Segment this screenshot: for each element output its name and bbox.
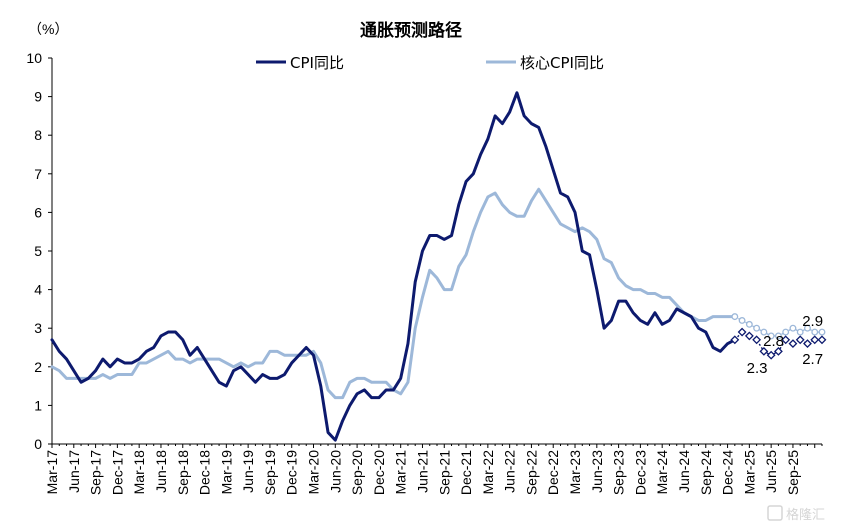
- x-tick-label: Sep-23: [611, 450, 627, 495]
- cpi-forecast-marker: [795, 335, 805, 345]
- core-cpi-forecast-marker: [745, 320, 753, 328]
- series-lines: [50, 91, 822, 442]
- x-tick-label: Jun-22: [502, 450, 518, 493]
- cpi-forecast-marker: [766, 350, 776, 360]
- y-tick-label: 9: [34, 89, 42, 105]
- y-axis-unit-label: （%）: [28, 21, 68, 37]
- core-cpi-forecast-marker: [818, 328, 826, 336]
- core-cpi-forecast-marker: [811, 328, 819, 336]
- x-tick-label: Jun-19: [240, 450, 256, 493]
- core-cpi-series-line: [50, 187, 737, 400]
- legend-label-core-cpi: 核心CPI同比: [520, 54, 604, 72]
- x-tick-label: Jun-21: [414, 450, 430, 493]
- annotation-label: 2.9: [802, 313, 823, 330]
- x-tick-label: Mar-20: [306, 450, 322, 495]
- core-cpi-forecast-marker: [782, 328, 790, 336]
- cpi-forecast-marker: [788, 339, 798, 349]
- x-axis-ticks: Mar-17 Jun-17 Sep-17 Dec-17 Mar-18 Jun-18 Sep-…: [44, 444, 823, 495]
- x-tick-label: Sep-18: [175, 450, 191, 495]
- x-tick-label: Dec-23: [632, 450, 648, 495]
- legend-label-cpi: CPI同比: [290, 54, 344, 72]
- y-tick-label: 5: [34, 243, 42, 259]
- x-tick-label: Jun-24: [676, 450, 692, 493]
- x-tick-label: Dec-17: [109, 450, 125, 495]
- cpi-forecast-marker: [737, 327, 747, 337]
- core-cpi-forecast-marker: [789, 324, 797, 332]
- x-tick-label: Mar-24: [654, 450, 670, 495]
- x-tick-label: Mar-21: [393, 450, 409, 495]
- x-tick-label: Dec-22: [545, 450, 561, 495]
- y-tick-label: 6: [34, 204, 42, 220]
- cpi-forecast-marker: [781, 335, 791, 345]
- y-tick-label: 8: [34, 127, 42, 143]
- core-cpi-forecast-marker: [804, 324, 811, 332]
- x-tick-label: Sep-24: [698, 450, 714, 495]
- x-tick-label: Dec-20: [371, 450, 387, 495]
- core-cpi-forecast-marker: [767, 332, 775, 340]
- cpi-forecast-marker: [803, 339, 812, 349]
- x-tick-label: Mar-25: [741, 450, 757, 495]
- x-tick-label: Sep-25: [785, 450, 801, 495]
- x-tick-label: Sep-21: [436, 450, 452, 495]
- y-tick-label: 0: [34, 436, 42, 452]
- core-cpi-forecast-marker: [753, 324, 761, 332]
- x-tick-label: Dec-18: [197, 450, 213, 495]
- cpi-series-line: [50, 91, 737, 442]
- x-tick-label: Mar-19: [218, 450, 234, 495]
- x-tick-label: Jun-25: [763, 450, 779, 493]
- x-tick-label: Sep-20: [349, 450, 365, 495]
- annotations: 2.8 2.3 2.9 2.7: [747, 313, 823, 377]
- chart-title: 通胀预测路径: [360, 20, 462, 41]
- watermark-text: 格隆汇: [786, 507, 825, 523]
- x-tick-label: Jun-20: [327, 450, 343, 493]
- x-tick-label: Sep-22: [523, 450, 539, 495]
- x-tick-label: Jun-18: [153, 450, 169, 493]
- x-tick-label: Dec-24: [720, 450, 736, 495]
- watermark-logo: 格隆汇: [767, 505, 825, 523]
- x-tick-label: Mar-22: [480, 450, 496, 495]
- y-tick-label: 7: [34, 166, 42, 182]
- cpi-forecast-marker: [730, 335, 740, 345]
- x-tick-label: Sep-19: [262, 450, 278, 495]
- cpi-forecast-marker: [759, 346, 769, 356]
- cpi-forecast-marker: [817, 335, 827, 345]
- x-tick-label: Dec-19: [284, 450, 300, 495]
- y-tick-label: 1: [34, 397, 42, 413]
- annotation-label: 2.8: [763, 333, 784, 350]
- forecast-markers: [730, 313, 827, 360]
- core-cpi-forecast-marker: [738, 317, 746, 324]
- x-tick-label: Sep-17: [88, 450, 104, 495]
- watermark-icon: [767, 505, 783, 521]
- cpi-forecast-marker: [744, 331, 754, 341]
- x-tick-label: Mar-18: [131, 450, 147, 495]
- core-cpi-forecast-marker: [760, 328, 768, 336]
- core-cpi-forecast-marker: [731, 313, 739, 321]
- x-tick-label: Jun-23: [589, 450, 605, 493]
- x-tick-label: Mar-23: [567, 450, 583, 495]
- y-tick-label: 3: [34, 320, 42, 336]
- x-tick-label: Jun-17: [66, 450, 82, 493]
- core-cpi-forecast-marker: [774, 332, 782, 340]
- y-tick-label: 2: [34, 359, 42, 375]
- y-tick-label: 10: [26, 50, 42, 66]
- cpi-forecast-marker: [752, 335, 762, 345]
- y-axis-ticks: 0 1 2 3 4 5 6 7 8 9 10: [26, 50, 52, 452]
- x-tick-label: Dec-21: [458, 450, 474, 495]
- y-tick-label: 4: [34, 282, 42, 298]
- x-tick-label: Mar-17: [44, 450, 60, 495]
- core-cpi-forecast-marker: [796, 328, 804, 336]
- annotation-label: 2.3: [747, 360, 768, 377]
- cpi-forecast-marker: [810, 335, 820, 345]
- legend: CPI同比 核心CPI同比: [256, 54, 604, 72]
- cpi-forecast-marker: [773, 346, 783, 356]
- axes: [51, 58, 822, 445]
- annotation-label: 2.7: [802, 351, 823, 368]
